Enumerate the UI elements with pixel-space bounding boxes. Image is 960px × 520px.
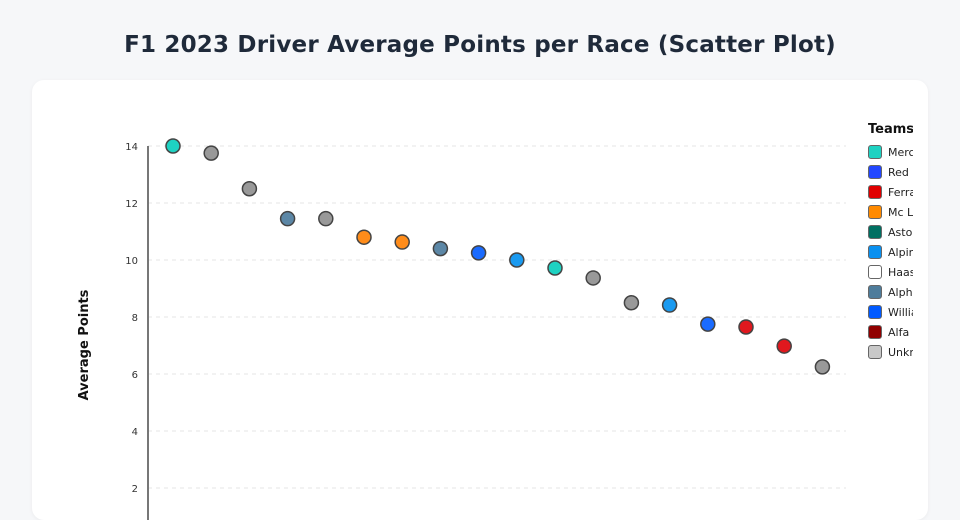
legend-swatch	[868, 225, 882, 239]
data-point	[814, 359, 831, 375]
chart-title: F1 2023 Driver Average Points per Race (…	[124, 32, 836, 58]
data-point	[241, 181, 258, 197]
y-tick-label: 4	[132, 427, 138, 438]
data-point	[432, 240, 449, 257]
legend-swatch	[868, 185, 882, 199]
data-point	[165, 138, 181, 154]
chart-card: 2 4 6 8 10 12 14 Average Points Teams Mercedes R…	[32, 80, 928, 520]
legend-item[interactable]: Alpine	[868, 242, 913, 262]
legend-label: Aston Martin	[888, 225, 913, 239]
legend-label: Haas	[888, 265, 913, 279]
legend-label: Ferrari	[888, 185, 913, 199]
y-tick-label: 6	[132, 370, 138, 381]
legend-swatch	[868, 285, 882, 299]
legend-label: Alpine	[888, 245, 913, 259]
legend-swatch	[868, 165, 882, 179]
data-point	[394, 234, 410, 250]
y-axis-label: Average Points	[77, 289, 92, 400]
legend-item[interactable]: Red Bull	[868, 162, 913, 182]
y-tick-label: 14	[125, 142, 138, 153]
legend-swatch	[868, 205, 882, 219]
legend-item[interactable]: Alfa Romeo	[868, 322, 913, 342]
data-point	[279, 210, 296, 227]
y-tick-label: 8	[132, 313, 138, 324]
legend-label: Mercedes	[888, 145, 913, 159]
data-point	[547, 260, 563, 276]
data-point	[470, 245, 487, 261]
data-point	[356, 229, 372, 245]
legend-item[interactable]: Mercedes	[868, 142, 913, 162]
legend-swatch	[868, 265, 882, 279]
legend-swatch	[868, 325, 882, 339]
y-tick-label: 12	[125, 199, 138, 210]
legend-swatch	[868, 345, 882, 359]
legend-label: Alfa Romeo	[888, 325, 913, 339]
legend-swatch	[868, 145, 882, 159]
legend-item[interactable]: Mc Laren	[868, 202, 913, 222]
legend-item[interactable]: Aston Martin	[868, 222, 913, 242]
legend-label: Williams	[888, 305, 913, 319]
data-point	[203, 145, 219, 161]
legend-label: Unknown	[888, 345, 913, 359]
legend-swatch	[868, 305, 882, 319]
data-point	[776, 338, 792, 354]
scatter-plot: 2 4 6 8 10 12 14 Average Points	[77, 138, 846, 520]
data-point	[661, 297, 678, 313]
data-point	[585, 270, 601, 286]
legend-label: AlphaTauri	[888, 285, 913, 299]
legend-label: Mc Laren	[888, 205, 913, 219]
data-point	[738, 319, 754, 335]
data-point	[509, 252, 525, 268]
legend-item[interactable]: Unknown	[868, 342, 913, 362]
legend: Teams Mercedes Red Bull Ferrari Mc Laren Ast…	[868, 122, 913, 362]
y-tick-label: 2	[132, 484, 138, 495]
data-point	[318, 210, 334, 227]
legend-item[interactable]: Williams	[868, 302, 913, 322]
data-point	[700, 316, 716, 332]
legend-item[interactable]: Ferrari	[868, 182, 913, 202]
legend-label: Red Bull	[888, 165, 913, 179]
legend-title: Teams	[868, 122, 913, 137]
legend-item[interactable]: Haas	[868, 262, 913, 282]
legend-item[interactable]: AlphaTauri	[868, 282, 913, 302]
data-point	[623, 295, 640, 311]
legend-swatch	[868, 245, 882, 259]
y-tick-label: 10	[125, 256, 138, 267]
